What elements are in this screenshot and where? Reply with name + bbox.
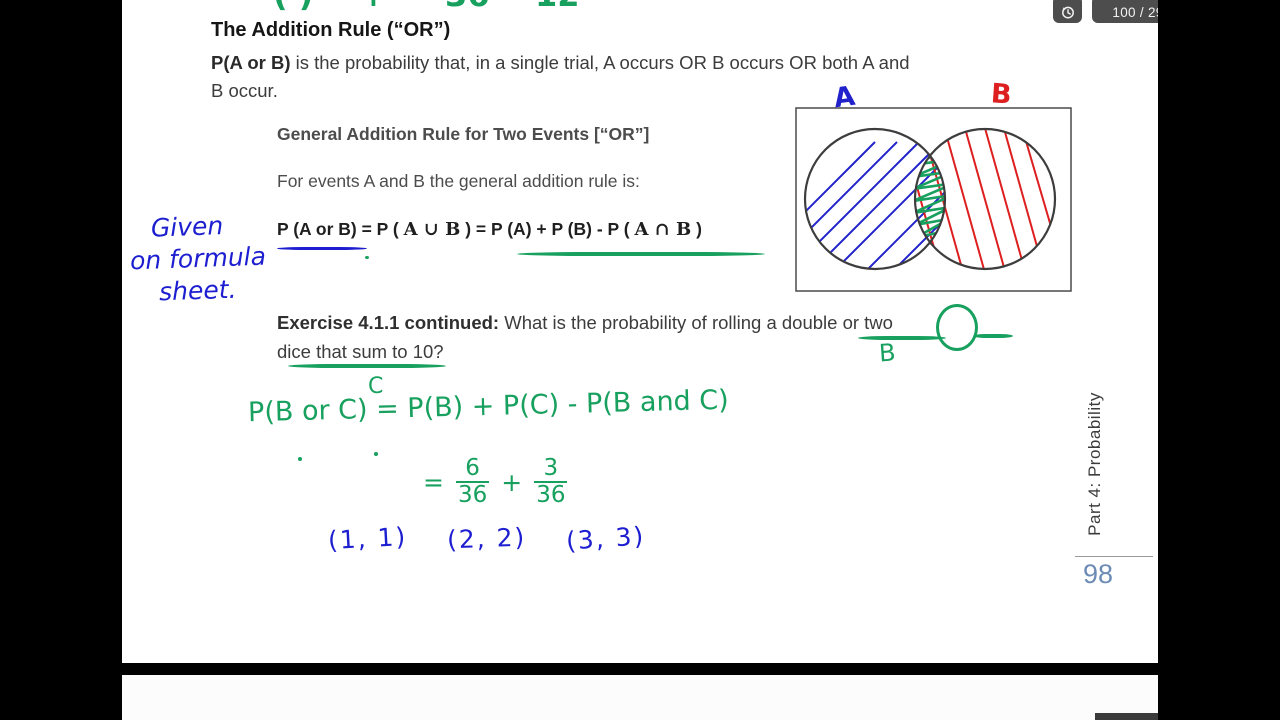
fragment-plus: +	[360, 0, 387, 14]
venn-diagram	[795, 107, 1072, 292]
pair-2-2: (2, 2)	[446, 522, 527, 555]
pair-3-3: (3, 3)	[565, 521, 647, 556]
section-title: The Addition Rule (“OR”)	[211, 19, 451, 41]
intro-paragraph: P(A or B) is the probability that, in a …	[211, 49, 910, 105]
formula-intersect: A ∩ B	[634, 219, 692, 240]
exercise-paragraph: Exercise 4.1.1 continued: What is the pr…	[277, 309, 893, 366]
bottom-right-ui-strip	[1095, 713, 1158, 720]
fraction2-numerator: 3	[543, 455, 559, 481]
green-dot-1	[298, 457, 302, 461]
intro-term: P(A or B)	[211, 52, 291, 73]
equals-sign: =	[423, 467, 444, 497]
part-label-vertical: Part 4: Probability	[1085, 392, 1104, 536]
formula-part2: ) = P (A) + P (B) - P (	[460, 219, 635, 239]
plus-sign: +	[501, 467, 523, 497]
double-pairs-line: (1, 1) (2, 2) (3, 3)	[327, 521, 647, 556]
fraction-3-36: 3 36	[534, 455, 568, 508]
blue-margin-note: Given on formula sheet.	[128, 209, 267, 310]
fragment-36: 36	[445, 0, 490, 14]
next-page-preview	[122, 675, 1158, 720]
intro-line2: B occur.	[211, 80, 278, 101]
rule-box-lead: For events A and B the general addition …	[277, 171, 640, 191]
exercise-label: Exercise 4.1.1 continued:	[277, 312, 500, 333]
page-counter-label: 100 / 29	[1112, 4, 1158, 20]
green-intersection-scribble	[915, 133, 945, 261]
rule-box-heading: General Addition Rule for Two Events [“O…	[277, 124, 650, 144]
green-dot-2	[374, 452, 378, 456]
history-clock-icon	[1060, 4, 1076, 20]
fraction1-denominator: 36	[455, 481, 490, 508]
history-button[interactable]	[1053, 0, 1082, 23]
green-underline-dice-sum	[288, 364, 446, 368]
blue-underline-formula	[277, 247, 367, 250]
exercise-line1-rest: What is the probability of rolling a dou…	[499, 312, 893, 333]
formula-part3: )	[691, 219, 702, 239]
fraction-6-36: 6 36	[455, 455, 490, 508]
exercise-line2: dice that sum to 10?	[277, 340, 444, 362]
work-fraction-line: = 6 36 + 3 36	[423, 455, 568, 508]
exercise-line1: Exercise 4.1.1 continued: What is the pr…	[277, 309, 893, 338]
page-counter-button[interactable]: 100 / 29	[1092, 0, 1158, 23]
green-dot-formula	[365, 256, 369, 259]
formula-part1: P (A or B) = P (	[277, 219, 404, 239]
intro-line1-rest: is the probability that, in a single tri…	[290, 52, 910, 73]
venn-label-b: B	[989, 78, 1013, 111]
green-underline-formula	[517, 252, 765, 256]
note-line1: Given	[150, 211, 224, 243]
work-equation-line: P(B or C) = P(B) + P(C) - P(B and C)	[247, 384, 730, 429]
green-underline-two	[973, 334, 1013, 338]
green-circle-or	[936, 304, 978, 351]
c-correction-annotation: C	[368, 374, 384, 399]
intro-line1: P(A or B) is the probability that, in a …	[211, 49, 910, 77]
page-number: 98	[1083, 559, 1114, 589]
green-underline-a-double	[858, 336, 946, 340]
fragment-parens: ( )	[273, 0, 313, 14]
pair-1-1: (1, 1)	[327, 521, 408, 556]
page-number-rule	[1075, 556, 1153, 557]
green-b-annotation: B	[878, 338, 897, 368]
venn-label-a: A	[831, 80, 857, 115]
fraction2-denominator: 36	[534, 481, 568, 508]
document-page: ( ) + 36 12 100 / 29 The Addition Rule (…	[122, 0, 1158, 663]
note-line3: sheet.	[158, 274, 237, 307]
note-line2: on formula	[129, 241, 267, 276]
addition-rule-formula: P (A or B) = P ( A ∪ B ) = P (A) + P (B)…	[277, 219, 702, 240]
fraction1-numerator: 6	[465, 455, 480, 481]
formula-union: A ∪ B	[403, 219, 461, 240]
red-hatching	[915, 129, 1055, 269]
fragment-12: 12	[535, 0, 580, 14]
